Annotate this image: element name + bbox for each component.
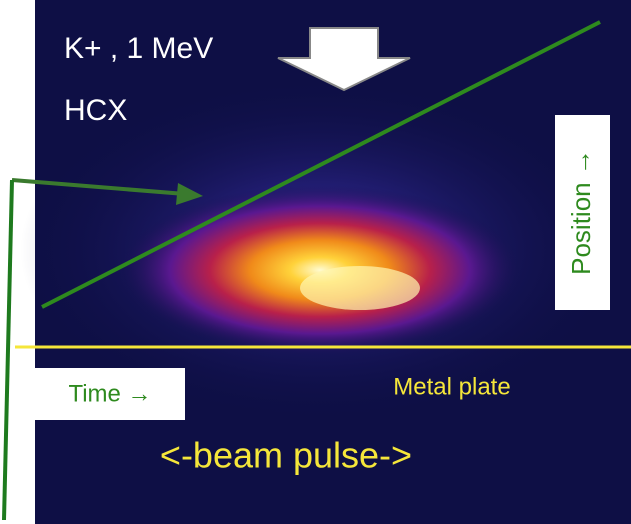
time-box [35,368,185,420]
pointer-stem [2,179,14,521]
time-label: Time → [68,380,151,407]
pointer-arrow [11,178,186,196]
position-label: Position → [566,149,596,275]
source-label: HCX [64,94,127,127]
diagonal-line [41,20,601,309]
down-arrow [277,27,411,92]
beam-glow [120,185,520,355]
species-label: K+ , 1 MeV [64,32,213,65]
pointer-arrowhead [176,183,203,205]
plate-label: Metal plate [393,373,510,400]
pulse-label: <-beam pulse-> [160,435,412,476]
beam-core [300,266,420,310]
position-box [555,115,610,310]
